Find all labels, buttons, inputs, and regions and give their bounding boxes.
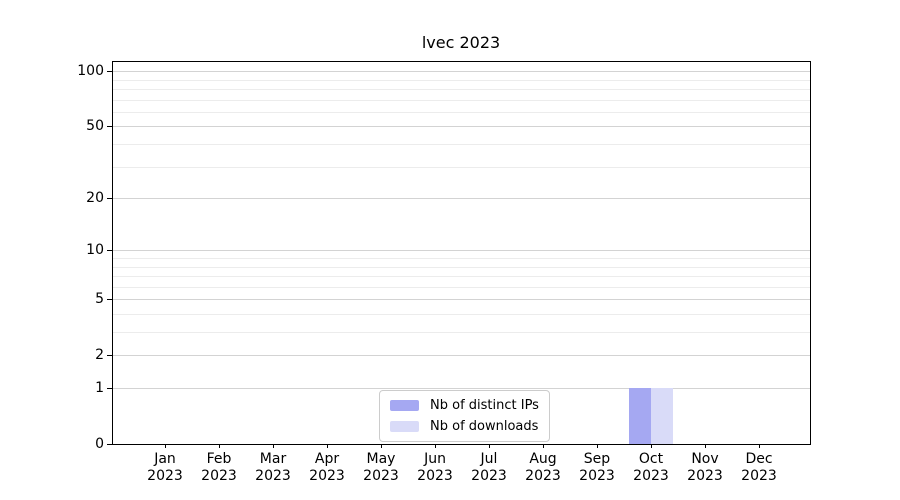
gridline-minor (113, 79, 810, 81)
bar-nb-of-distinct-ips (629, 388, 651, 444)
x-tick-label: Oct 2023 (621, 451, 681, 485)
y-tick-label: 5 (95, 291, 104, 308)
gridline-minor (113, 276, 810, 277)
gridline-minor (113, 166, 810, 168)
plot-area (112, 61, 811, 445)
legend: Nb of distinct IPs Nb of downloads (379, 390, 550, 442)
y-tick-label: 20 (86, 190, 104, 206)
x-tick-label: Apr 2023 (297, 451, 357, 485)
legend-label-downloads: Nb of downloads (430, 419, 539, 434)
gridline-major (113, 126, 810, 128)
x-tick-year: 2023 (687, 468, 723, 484)
y-tick-label: 0 (95, 436, 104, 452)
x-tick-label: Dec 2023 (729, 451, 789, 485)
legend-swatch-distinct-ips (390, 400, 419, 411)
x-tick-month: Mar (259, 451, 287, 467)
x-tick-month: Apr (314, 451, 340, 467)
x-tick-year: 2023 (417, 468, 453, 484)
legend-item-distinct-ips: Nb of distinct IPs (390, 398, 539, 413)
legend-swatch-downloads (390, 421, 419, 432)
y-tick-label: 1 (95, 380, 104, 396)
x-tick-year: 2023 (309, 468, 345, 484)
x-tick-month: Sep (583, 451, 611, 467)
x-tick-month: Jun (424, 451, 446, 467)
x-tick-month: May (366, 451, 396, 467)
x-tick-year: 2023 (255, 468, 291, 484)
x-tick-month: Nov (691, 451, 719, 467)
x-tick-year: 2023 (363, 468, 399, 484)
x-tick-label: Nov 2023 (675, 451, 735, 485)
gridline-minor (113, 332, 810, 333)
chart-title: lvec 2023 (421, 33, 501, 52)
x-tick-label: Sep 2023 (567, 451, 627, 485)
x-tick-label: Jul 2023 (459, 451, 519, 485)
x-tick-label: Jun 2023 (405, 451, 465, 485)
y-tick-label: 2 (95, 347, 104, 364)
bar-nb-of-downloads (651, 388, 673, 444)
gridline-major (113, 250, 810, 252)
x-tick-year: 2023 (525, 468, 561, 484)
x-tick-label: Aug 2023 (513, 451, 573, 485)
legend-label-distinct-ips: Nb of distinct IPs (430, 398, 539, 413)
legend-item-downloads: Nb of downloads (390, 419, 539, 434)
gridline-major (113, 198, 810, 199)
y-tick-label: 10 (86, 242, 104, 259)
x-tick-year: 2023 (147, 468, 183, 484)
gridline-major (113, 71, 810, 73)
gridline-minor (113, 313, 810, 315)
gridline-major (113, 388, 810, 389)
y-tick-label: 100 (77, 63, 104, 80)
gridline-minor (113, 257, 810, 259)
gridline-minor (113, 266, 810, 268)
x-tick-label: Feb 2023 (189, 451, 249, 485)
x-tick-month: Feb (206, 451, 232, 467)
gridline-major (113, 355, 810, 357)
x-tick-year: 2023 (471, 468, 507, 484)
gridline-minor (113, 99, 810, 101)
x-tick-month: Aug (529, 451, 557, 467)
gridline-minor (113, 111, 810, 113)
gridline-minor (113, 88, 810, 90)
x-tick-year: 2023 (201, 468, 237, 484)
x-tick-month: Dec (745, 451, 773, 467)
gridline-minor (113, 143, 810, 145)
x-tick-month: Oct (638, 451, 664, 467)
gridline-minor (113, 286, 810, 288)
x-tick-label: May 2023 (351, 451, 411, 485)
x-tick-year: 2023 (633, 468, 669, 484)
x-tick-month: Jan (154, 451, 176, 467)
gridline-major (113, 299, 810, 301)
x-tick-label: Jan 2023 (135, 451, 195, 485)
x-tick-month: Jul (480, 451, 498, 467)
x-tick-year: 2023 (579, 468, 615, 484)
x-tick-label: Mar 2023 (243, 451, 303, 485)
x-tick-year: 2023 (741, 468, 777, 484)
y-tick-label: 50 (86, 118, 104, 135)
